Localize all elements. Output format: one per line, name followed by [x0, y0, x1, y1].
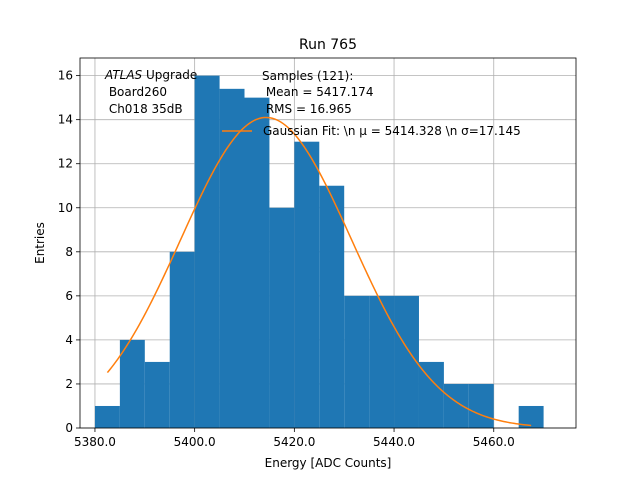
legend-fit-label: Gaussian Fit: \n μ = 5414.328 \n σ=17.14… [263, 124, 521, 138]
legend: Samples (121): Mean = 5417.174 RMS = 16.… [222, 69, 521, 138]
histogram-bar [294, 141, 320, 428]
histogram-bar [468, 383, 494, 428]
histogram-bar [244, 97, 270, 429]
y-tick-label: 12 [58, 157, 73, 171]
histogram-bars [94, 75, 544, 429]
fit-label-text: Gaussian Fit: \n μ = 5414.328 \n σ=17.14… [263, 124, 521, 138]
gaussian-fit-curve [106, 116, 532, 427]
histogram-bar [144, 361, 170, 428]
histogram-bar [369, 295, 395, 428]
histogram-bar [518, 405, 544, 428]
y-tick-label: 10 [58, 201, 73, 215]
y-tick-label: 6 [65, 289, 73, 303]
histogram-bar [219, 88, 245, 428]
tick-marks: 5380.0 5400.0 5420.0 5440.0 5460.0 0 2 4 6 8 10 12 1… [58, 69, 515, 449]
x-tick-label: 5420.0 [273, 435, 315, 449]
annotation-box: ATLAS Upgrade Board260 Ch018 35dB [104, 68, 197, 116]
legend-rms-label: RMS = 16.965 [262, 102, 352, 116]
y-tick-label: 0 [65, 421, 73, 435]
y-tick-label: 8 [65, 245, 73, 259]
y-tick-label: 4 [65, 333, 73, 347]
plot-frame [79, 57, 577, 429]
histogram-bar [418, 361, 444, 428]
x-tick-label: 5380.0 [74, 435, 116, 449]
y-tick-label: 2 [65, 377, 73, 391]
y-tick-label: 14 [58, 113, 73, 127]
histogram-bar [443, 383, 469, 428]
x-axis-label: Energy [ADC Counts] [265, 456, 392, 470]
fit-line [106, 116, 532, 427]
histogram-bar [344, 295, 370, 428]
histogram-bar [194, 75, 220, 428]
x-tick-label: 5400.0 [174, 435, 216, 449]
y-axis-label: Entries [33, 222, 47, 264]
histogram-bar [119, 339, 145, 428]
atlas-word: ATLAS [104, 68, 143, 82]
chart-title: Run 765 [299, 37, 357, 53]
histogram-bar [169, 251, 195, 428]
annotation-line-1: ATLAS Upgrade [104, 68, 197, 82]
histogram-bar [394, 295, 419, 428]
x-tick-label: 5440.0 [373, 435, 415, 449]
annotation-line-3: Ch018 35dB [105, 102, 183, 116]
legend-mean-label: Mean = 5417.174 [262, 85, 373, 99]
legend-samples-label: Samples (121): [262, 69, 353, 83]
x-tick-label: 5460.0 [473, 435, 515, 449]
histogram-bar [94, 405, 120, 428]
axes [79, 57, 577, 429]
y-tick-label: 16 [58, 69, 73, 83]
histogram-bar [319, 185, 345, 428]
upgrade-word: Upgrade [142, 68, 197, 82]
annotation-line-2: Board260 [105, 85, 167, 99]
histogram-bar [269, 207, 295, 428]
